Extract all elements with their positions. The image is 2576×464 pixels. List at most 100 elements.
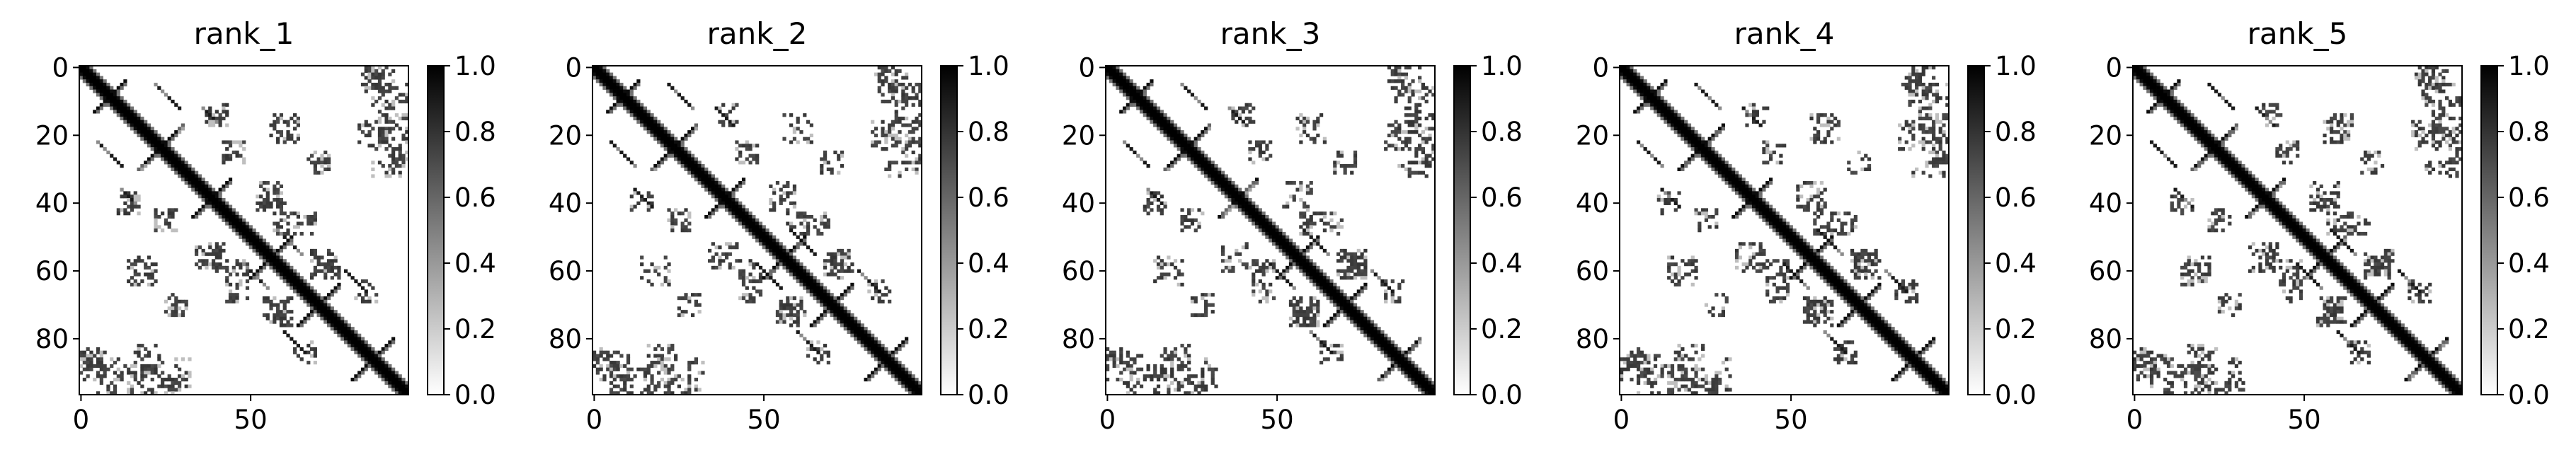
heatmap-cell [1428, 381, 1432, 385]
heatmap-cell [820, 303, 824, 307]
heatmap-cell [1384, 347, 1388, 352]
heatmap-cell [324, 157, 328, 161]
heatmap-cell [816, 320, 820, 324]
heatmap-cell [1414, 147, 1419, 151]
heatmap-cell [735, 197, 739, 202]
heatmap-cell [1394, 364, 1398, 369]
heatmap-cell [1235, 187, 1239, 192]
heatmap-cell [1380, 282, 1385, 286]
heatmap-cell [711, 187, 715, 192]
heatmap-cell [279, 218, 284, 222]
heatmap-cell [307, 157, 311, 161]
heatmap-cell [595, 66, 600, 70]
heatmap-cell [1227, 195, 1232, 199]
heatmap-cell [1339, 255, 1344, 260]
heatmap-cell [265, 201, 270, 205]
heatmap-cell [860, 333, 864, 337]
heatmap-cell [239, 225, 243, 229]
heatmap-cell [823, 299, 828, 303]
heatmap-cell [1305, 265, 1310, 270]
heatmap-cell [89, 354, 93, 358]
heatmap-cell [123, 195, 127, 199]
heatmap-cell [1316, 211, 1320, 216]
heatmap-cell [640, 110, 644, 114]
heatmap-cell [619, 93, 624, 97]
heatmap-cell [1244, 214, 1249, 219]
heatmap-cell [646, 364, 651, 369]
heatmap-cell [1197, 137, 1201, 141]
heatmap-cell [235, 262, 239, 267]
heatmap-cell [599, 354, 603, 358]
heatmap-cell [1160, 371, 1164, 375]
heatmap-cell [354, 378, 358, 382]
heatmap-cell [1220, 180, 1225, 185]
heatmap-cell [864, 344, 868, 348]
heatmap-cell [205, 110, 209, 114]
heatmap-cell [619, 364, 624, 369]
heatmap-cell [1945, 82, 1950, 87]
heatmap-cell [1252, 211, 1256, 216]
heatmap-cell [646, 110, 651, 114]
heatmap-cell [120, 86, 124, 90]
heatmap-cell [1136, 106, 1140, 110]
heatmap-cell [214, 248, 219, 253]
heatmap-cell [290, 282, 294, 286]
heatmap-cell [1150, 191, 1154, 195]
heatmap-cell [1282, 272, 1286, 277]
heatmap-cell [1204, 310, 1208, 314]
heatmap-cell [623, 381, 627, 385]
heatmap-cell [738, 144, 743, 148]
heatmap-cell [643, 388, 648, 392]
heatmap-cell [99, 76, 103, 80]
heatmap-cell [299, 323, 304, 327]
heatmap-cell [1312, 276, 1317, 280]
heatmap-cell [1350, 259, 1354, 263]
heatmap-cell [894, 103, 898, 107]
heatmap-cell [360, 123, 365, 127]
heatmap-cell [830, 252, 834, 256]
heatmap-cell [1204, 153, 1208, 158]
heatmap-cell [350, 276, 355, 280]
heatmap-cell [259, 184, 263, 188]
heatmap-cell [1329, 299, 1334, 303]
heatmap-cell [1214, 384, 1218, 388]
heatmap-cell [894, 371, 898, 375]
heatmap-cell [643, 123, 648, 127]
heatmap-cell [1356, 310, 1361, 314]
heatmap-cell [803, 235, 807, 239]
heatmap-cell [1163, 113, 1167, 117]
heatmap-cell [1163, 262, 1167, 267]
heatmap-cell [806, 340, 811, 344]
heatmap-cell [1312, 127, 1317, 131]
heatmap-cell [164, 161, 168, 165]
heatmap-cell [1235, 110, 1239, 114]
heatmap-cell [816, 299, 820, 303]
heatmap-cell [636, 201, 641, 205]
heatmap-cell [593, 72, 597, 76]
heatmap-cell [891, 364, 895, 369]
heatmap-cell [1650, 86, 1654, 90]
heatmap-cell [714, 184, 719, 188]
heatmap-cell [816, 340, 820, 344]
heatmap-cell [1139, 157, 1144, 161]
heatmap-cell [194, 178, 199, 182]
heatmap-cell [1407, 170, 1412, 175]
heatmap-cell [309, 259, 314, 263]
heatmap-cell [259, 238, 263, 243]
heatmap-cell [279, 184, 284, 188]
heatmap-cell [188, 167, 192, 171]
heatmap-cell [888, 127, 892, 131]
heatmap-cell [680, 140, 685, 144]
heatmap-cell [150, 130, 154, 134]
heatmap-cell [905, 161, 909, 165]
heatmap-cell [816, 279, 820, 284]
heatmap-cell [782, 313, 786, 318]
heatmap-cell [1915, 86, 1919, 90]
heatmap-cell [1288, 262, 1293, 267]
heatmap-cell [782, 262, 786, 267]
heatmap-cell [157, 384, 161, 388]
heatmap-cell [269, 248, 273, 253]
heatmap-cell [384, 367, 389, 371]
heatmap-cell [687, 153, 692, 158]
heatmap-cell [1116, 76, 1120, 80]
